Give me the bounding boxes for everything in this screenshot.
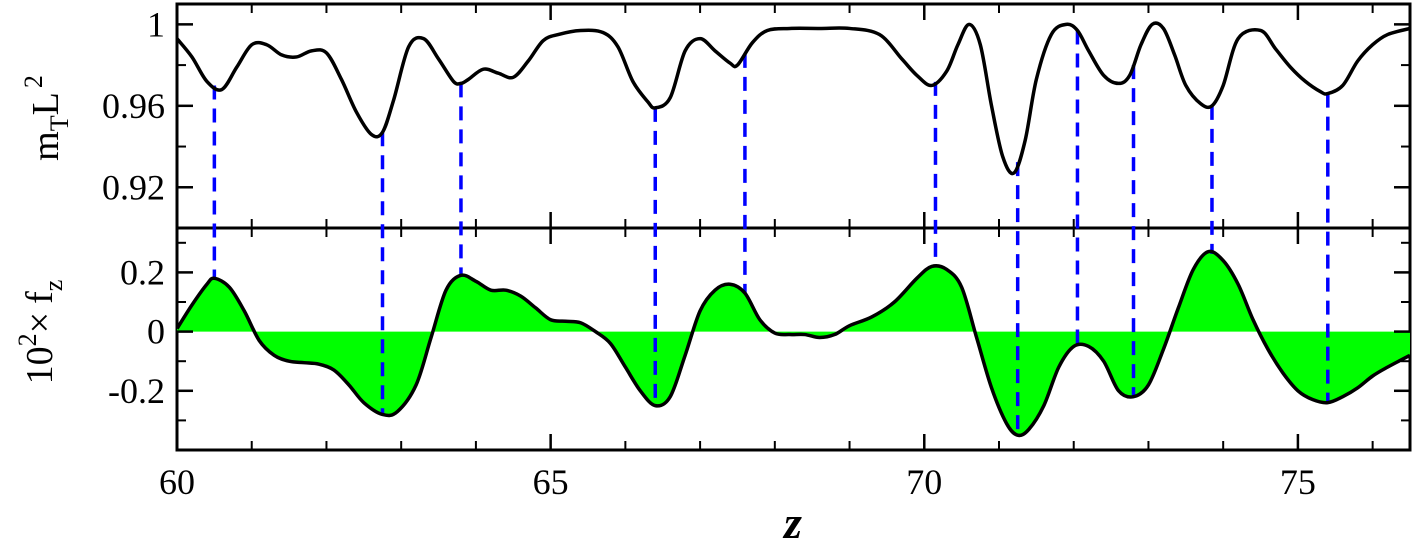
bottom-y-axis-title-sub: z <box>39 280 68 292</box>
x-axis-title: z <box>782 497 802 542</box>
top-y-tick-label: 0.92 <box>102 167 165 207</box>
top-y-axis-title-sup: 2 <box>19 75 48 88</box>
top-y-axis-title-sub: T <box>45 115 74 131</box>
x-tick-label: 75 <box>1280 462 1316 502</box>
bottom-y-tick-label: 0.2 <box>120 252 165 292</box>
bottom-y-axis-title-f: f <box>19 291 61 304</box>
x-tick-label: 60 <box>159 462 195 502</box>
top-series-line <box>175 21 1411 176</box>
bottom-y-tick-label: 0 <box>147 312 165 352</box>
x-tick-label: 70 <box>906 462 942 502</box>
bottom-y-axis-title-sup: 2 <box>13 333 42 346</box>
marker-layer <box>212 30 1330 436</box>
tick-layer <box>177 4 1410 450</box>
top-panel-frame <box>175 2 1412 230</box>
bottom-area-fill <box>177 251 1410 436</box>
bottom-series-line <box>175 249 1411 438</box>
bottom-y-axis-title-times: × <box>19 312 61 333</box>
bottom-y-tick-label: -0.2 <box>108 371 165 411</box>
bottom-y-axis-title-base: 10 <box>19 346 61 384</box>
top-y-axis-title-m: m <box>25 131 67 161</box>
label-layer: 0.92 0.96 1 -0.2 0 0.2 60 65 70 75 <box>102 4 1316 502</box>
bottom-y-axis-title: 102× fz <box>13 280 68 385</box>
bottom-fill-layer <box>177 251 1410 436</box>
top-y-axis-title: mTL 2 <box>19 75 74 161</box>
top-y-tick-label: 0.96 <box>102 86 165 126</box>
top-y-tick-label: 1 <box>147 4 165 44</box>
top-y-axis-title-l: L <box>25 92 67 115</box>
x-tick-label: 65 <box>533 462 569 502</box>
line-layer <box>175 21 1411 438</box>
